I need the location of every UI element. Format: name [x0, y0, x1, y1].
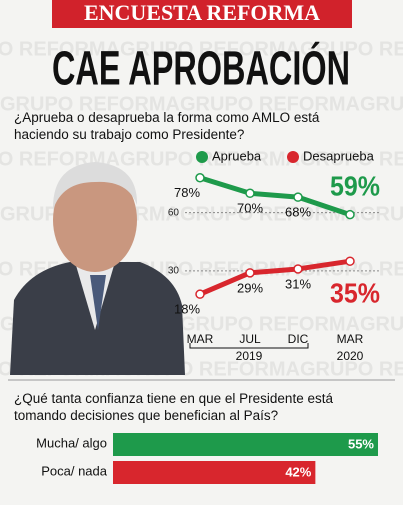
question: ¿Aprueba o desaprueba la forma como AMLO… [14, 110, 320, 142]
year-bracket [189, 343, 309, 349]
category-label: Poca/ nada [41, 463, 108, 478]
watermark: GRUPO REFORMA [180, 93, 360, 115]
value-label: 70% [237, 201, 263, 216]
value-label-big: 35% [330, 277, 380, 308]
watermark: GRUPO REFORMA [0, 93, 180, 115]
line [199, 258, 351, 297]
point [345, 256, 355, 266]
kicker-band [52, 0, 352, 28]
value-label-big: 59% [330, 170, 380, 201]
x-tick-label: DIC [288, 332, 309, 346]
bar [113, 433, 378, 456]
x-tick-label: JUL [239, 332, 261, 346]
x-tick-label: MAR [187, 332, 214, 346]
value-label: 18% [174, 302, 200, 317]
point [245, 188, 255, 199]
legend-label: Aprueba [212, 148, 262, 163]
point [195, 289, 205, 299]
watermark: GRUPO REFORMA [360, 203, 403, 225]
point [345, 209, 355, 220]
point [293, 192, 303, 202]
kicker: ENCUESTA REFORMA [84, 0, 320, 25]
watermark: GRUPO REFORMA [300, 358, 403, 380]
value-label: 78% [174, 185, 200, 200]
watermark: GRUPO REFORMA [300, 148, 403, 170]
year-label: 2020 [337, 349, 364, 363]
year-label: 2019 [236, 349, 263, 363]
value-label: 29% [237, 280, 263, 295]
question: ¿Qué tanta confianza tiene en que el Pre… [14, 391, 333, 423]
value-label: 68% [285, 205, 311, 220]
category-label: Mucha/ algo [36, 435, 107, 450]
value-label: 55% [348, 436, 374, 451]
watermark: GRUPO REFORMA [300, 38, 403, 60]
headline: CAE APROBACIÓN [52, 41, 350, 96]
watermark: GRUPO REFORMA [360, 313, 403, 335]
y-tick-label: 30 [168, 266, 180, 277]
legend-marker [196, 151, 208, 163]
line [199, 175, 351, 217]
photo [10, 162, 185, 375]
watermark: GRUPO REFORMA [180, 203, 360, 225]
watermark: GRUPO REFORMA [0, 38, 120, 60]
value-label: 31% [285, 276, 311, 291]
value-label: 42% [285, 464, 311, 479]
x-tick-label: MAR [337, 332, 364, 346]
watermark: GRUPO REFORMA [180, 313, 360, 335]
bar [113, 461, 316, 484]
watermark: GRUPO REFORMA [360, 93, 403, 115]
point [195, 173, 205, 183]
point [293, 264, 303, 274]
legend-label: Desaprueba [303, 148, 375, 163]
watermark: GRUPO REFORMA [120, 148, 300, 170]
legend-marker [287, 151, 299, 163]
y-tick-label: 60 [168, 207, 180, 218]
watermark: GRUPO REFORMA [120, 38, 300, 60]
point [245, 268, 255, 278]
